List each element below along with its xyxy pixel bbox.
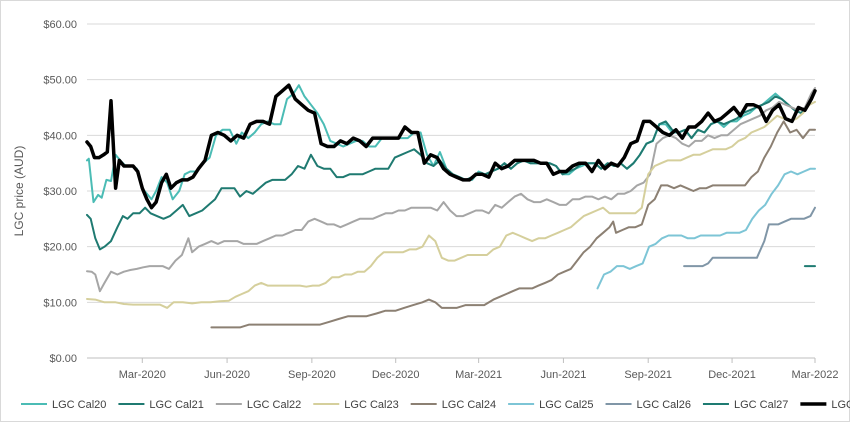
legend-label: LGC Cal27	[734, 399, 788, 411]
legend-label: LGC Cal25	[539, 399, 593, 411]
y-axis: $0.00 $10.00 $20.00 $30.00 $40.00 $50.00 $60.0…	[43, 19, 77, 365]
legend-item: LGC spot price	[800, 399, 850, 411]
x-tick-label: Mar-2020	[119, 369, 166, 381]
y-tick-label: $50.00	[43, 75, 77, 87]
x-tick-label: Dec-2020	[372, 369, 420, 381]
legend-label: LGC Cal22	[247, 399, 301, 411]
series-line-lgc-cal23	[86, 100, 816, 309]
x-tick-label: Sep-2021	[624, 369, 672, 381]
series-line-lgc-cal24	[210, 120, 816, 329]
legend-item: LGC Cal21	[118, 399, 204, 411]
y-tick-label: $30.00	[43, 186, 77, 198]
y-tick-label: $20.00	[43, 242, 77, 254]
legend-label: LGC Cal23	[344, 399, 398, 411]
x-tick-label: Mar-2022	[791, 369, 838, 381]
x-axis: Mar-2020 Jun-2020 Sep-2020 Dec-2020 Mar-2021…	[119, 358, 839, 381]
y-axis-title: LGC price (AUD)	[12, 146, 26, 237]
legend-label: LGC spot price	[831, 399, 850, 411]
y-tick-label: $40.00	[43, 130, 77, 142]
series-line-lgc-cal20	[86, 84, 790, 204]
y-tick-label: $60.00	[43, 19, 77, 31]
legend: LGC Cal20 LGC Cal21 LGC Cal22 LGC Cal23 LGC …	[21, 399, 850, 411]
x-tick-label: Jun-2020	[204, 369, 250, 381]
series-line-lgc-cal26	[683, 206, 816, 268]
legend-item: LGC Cal23	[313, 399, 399, 411]
series-line-lgc-cal25	[596, 167, 816, 290]
legend-item: LGC Cal24	[410, 399, 496, 411]
legend-item: LGC Cal22	[215, 399, 301, 411]
x-tick-label: Jun-2021	[540, 369, 586, 381]
series-layer	[85, 83, 817, 329]
x-tick-label: Dec-2021	[708, 369, 756, 381]
x-tick-label: Sep-2020	[288, 369, 336, 381]
legend-item: LGC Cal26	[605, 399, 691, 411]
x-tick-label: Mar-2021	[455, 369, 502, 381]
legend-item: LGC Cal25	[508, 399, 594, 411]
y-tick-label: $10.00	[43, 297, 77, 309]
legend-item: LGC Cal20	[21, 399, 106, 411]
legend-item: LGC Cal27	[702, 399, 788, 411]
series-line-lgc-spot-price	[85, 83, 817, 210]
legend-label: LGC Cal21	[149, 399, 203, 411]
legend-label: LGC Cal26	[637, 399, 691, 411]
series-line-lgc-cal22	[86, 87, 816, 293]
y-tick-label: $0.00	[49, 353, 77, 365]
legend-label: LGC Cal20	[52, 399, 106, 411]
legend-label: LGC Cal24	[442, 399, 496, 411]
